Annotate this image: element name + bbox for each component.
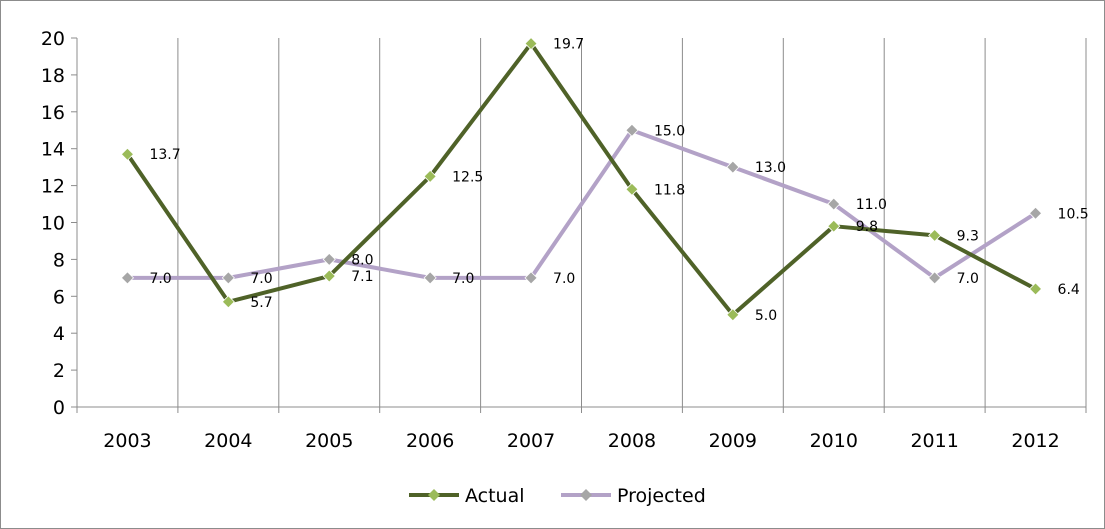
data-point-marker (322, 252, 336, 266)
data-point-marker (423, 271, 437, 285)
legend-marker (428, 489, 440, 501)
y-tick-label: 20 (41, 28, 65, 50)
y-tick-label: 4 (53, 323, 65, 345)
data-label: 9.8 (856, 219, 878, 235)
x-tick-label: 2006 (406, 430, 454, 452)
y-tick-label: 0 (53, 397, 65, 419)
series-line-actual (125, 41, 1037, 317)
data-point-marker (1028, 282, 1043, 296)
x-tick-label: 2010 (810, 430, 858, 452)
x-tick-label: 2008 (608, 430, 656, 452)
x-tick-label: 2012 (1011, 430, 1059, 452)
data-point-marker (221, 295, 235, 309)
data-label: 12.5 (452, 169, 483, 185)
data-point-marker (625, 182, 639, 196)
data-point-marker (120, 271, 135, 285)
data-point-marker (827, 219, 841, 233)
data-label: 8.0 (351, 252, 373, 268)
y-tick-label: 16 (41, 102, 65, 124)
data-point-marker (120, 147, 135, 161)
data-label: 9.3 (957, 228, 979, 244)
y-tick-label: 2 (53, 360, 65, 382)
data-point-marker (928, 228, 942, 242)
data-point-marker (322, 269, 336, 283)
data-label: 7.0 (957, 271, 979, 287)
data-label: 5.0 (755, 308, 777, 324)
legend-label: Actual (465, 485, 525, 507)
data-labels: 13.7 5.7 7.1 12.5 19.7 11.8 5.0 9.8 9.3 6.4 7.0 7.0… (149, 37, 1088, 324)
x-tick-label: 2005 (305, 430, 353, 452)
data-point-marker (423, 169, 437, 183)
legend-label: Projected (617, 485, 706, 507)
series-projected (120, 123, 1043, 285)
y-tick-label: 14 (41, 139, 65, 161)
series-group (120, 36, 1043, 322)
data-point-marker (625, 123, 639, 137)
data-label: 7.0 (553, 271, 575, 287)
data-label: 7.1 (351, 269, 373, 285)
series-line-projected (127, 128, 1037, 280)
data-point-marker (726, 160, 740, 174)
x-tick-label: 2011 (910, 430, 958, 452)
series-actual (120, 36, 1043, 322)
x-tick-label: 2004 (204, 430, 252, 452)
data-label: 7.0 (452, 271, 474, 287)
x-tick-label: 2009 (709, 430, 757, 452)
y-tick-label: 12 (41, 176, 65, 198)
data-label: 10.5 (1058, 206, 1089, 222)
data-label: 13.0 (755, 160, 786, 176)
data-label: 19.7 (553, 37, 584, 53)
legend: Actual Projected (409, 485, 706, 507)
axes: 0 2 4 6 8 10 12 14 16 18 20 2003 2004 2005 2006 2007 200… (41, 28, 1087, 452)
data-point-marker (1028, 206, 1043, 220)
data-label: 7.0 (149, 271, 171, 287)
data-label: 13.7 (149, 147, 180, 163)
y-tick-label: 6 (53, 286, 65, 308)
data-label: 5.7 (250, 295, 272, 311)
data-label: 11.8 (654, 182, 685, 198)
y-tick-label: 18 (41, 65, 65, 87)
data-label: 6.4 (1058, 282, 1080, 298)
x-tick-label: 2007 (507, 430, 555, 452)
y-tick-label: 8 (53, 249, 65, 271)
legend-item-projected: Projected (561, 485, 706, 507)
data-point-marker (928, 271, 942, 285)
gridlines (177, 38, 1087, 407)
y-tick-label: 10 (41, 213, 65, 235)
data-label: 15.0 (654, 123, 685, 139)
data-label: 11.0 (856, 197, 887, 213)
data-point-marker (524, 36, 538, 51)
x-tick-label: 2003 (103, 430, 151, 452)
data-point-marker (524, 271, 538, 285)
data-point-marker (726, 308, 740, 322)
legend-item-actual: Actual (409, 485, 525, 507)
data-point-marker (827, 197, 841, 211)
legend-marker (580, 489, 592, 501)
data-label: 7.0 (250, 271, 272, 287)
data-point-marker (221, 271, 235, 285)
